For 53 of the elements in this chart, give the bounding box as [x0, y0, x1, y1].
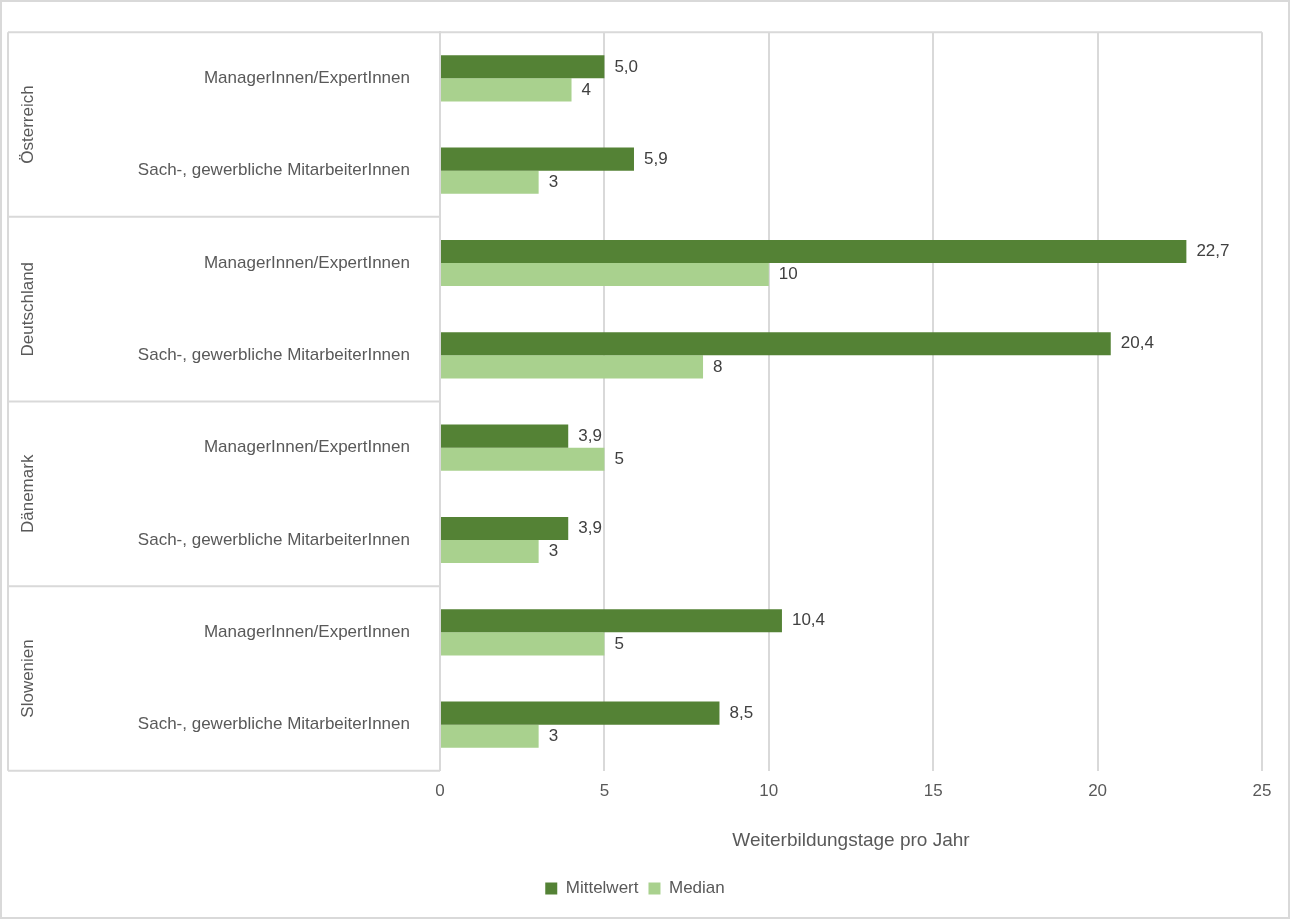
bar — [441, 355, 704, 379]
bar — [441, 609, 782, 633]
text: Slowenien — [17, 639, 37, 718]
bar — [441, 724, 539, 748]
data-label: 3 — [548, 171, 559, 191]
y-tick-label: Sach-, gewerbliche MitarbeiterInnen — [137, 529, 410, 549]
bar — [441, 263, 769, 287]
y-tick-label: ManagerInnen/ExpertInnen — [203, 437, 410, 457]
data-label: 4 — [581, 79, 591, 99]
x-axis-title: Weiterbildungstage pro Jahr — [732, 828, 971, 850]
bar — [441, 701, 720, 725]
legend-label: Median — [668, 878, 725, 898]
data-label: 3,9 — [578, 518, 602, 538]
data-label: 10,4 — [791, 610, 826, 630]
bar — [441, 539, 539, 564]
data-label: 8,5 — [729, 702, 754, 722]
text: Deutschland — [17, 261, 37, 357]
x-tick-label: 5 — [599, 780, 610, 800]
data-label: 5,0 — [614, 56, 639, 76]
bar — [441, 170, 539, 194]
bar — [441, 632, 605, 656]
x-tick-label: 0 — [435, 780, 445, 800]
x-tick-label: 25 — [1252, 780, 1272, 800]
y-tick-label: ManagerInnen/ExpertInnen — [203, 68, 410, 88]
data-label: 3 — [548, 725, 559, 745]
bar — [441, 516, 569, 540]
y-tick-label: ManagerInnen/ExpertInnen — [203, 622, 410, 641]
y-tick-label: Sach-, gewerbliche MitarbeiterInnen — [137, 160, 410, 180]
data-label: 5 — [614, 633, 624, 653]
bar — [441, 447, 605, 471]
data-label: 3,9 — [578, 425, 602, 445]
x-tick-label: 15 — [923, 780, 943, 800]
bar — [441, 78, 572, 102]
legend-label: Mittelwert — [565, 878, 639, 898]
bar — [441, 424, 569, 448]
data-label: 8 — [713, 356, 723, 376]
x-tick-label: 20 — [1088, 780, 1108, 800]
bar — [441, 147, 634, 171]
bar — [441, 55, 605, 79]
text: Dänemark — [17, 454, 37, 534]
data-label: 5 — [614, 448, 624, 468]
text: Österreich — [17, 85, 37, 164]
data-label: 22,7 — [1196, 241, 1230, 261]
data-label: 10 — [778, 264, 798, 284]
bar — [441, 239, 1187, 264]
x-tick-label: 10 — [759, 780, 779, 800]
data-label: 20,4 — [1120, 333, 1154, 353]
data-label: 3 — [548, 541, 559, 561]
bar — [441, 332, 1111, 356]
y-tick-label: Sach-, gewerbliche MitarbeiterInnen — [137, 714, 410, 734]
data-label: 5,9 — [643, 148, 668, 168]
y-tick-label: ManagerInnen/ExpertInnen — [203, 252, 410, 272]
y-tick-label: Sach-, gewerbliche MitarbeiterInnen — [137, 345, 410, 365]
